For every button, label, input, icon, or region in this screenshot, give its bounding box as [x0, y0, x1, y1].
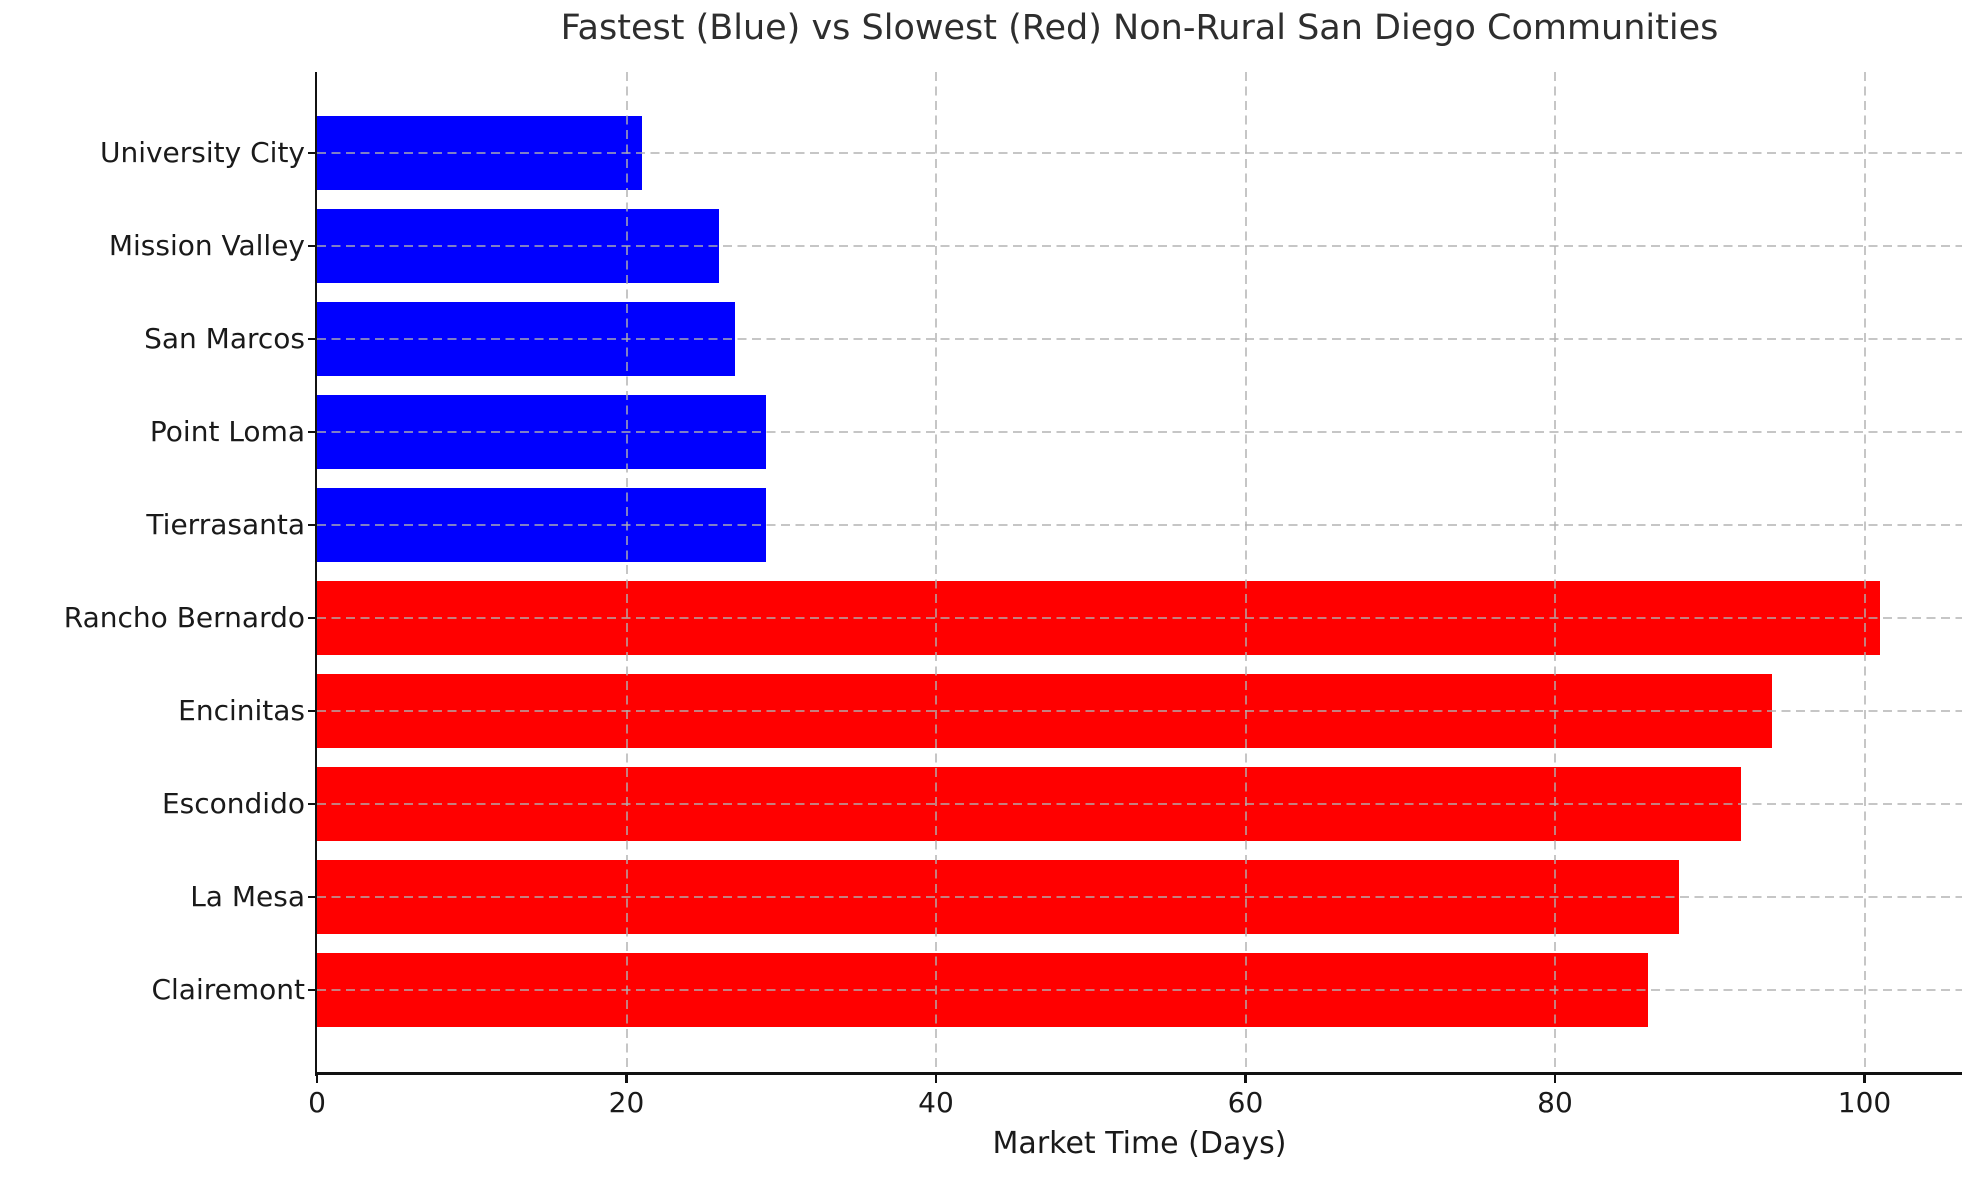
x-gridline [625, 72, 628, 1073]
y-tick-mark [308, 988, 315, 992]
x-tick-mark [1244, 1074, 1247, 1083]
y-tick-mark [308, 151, 315, 155]
x-tick-label: 60 [1227, 1086, 1264, 1119]
x-tick-mark [625, 1074, 628, 1083]
x-tick-label: 40 [918, 1086, 954, 1119]
y-tick-label: La Mesa [190, 879, 305, 913]
y-tick-mark [308, 244, 315, 248]
y-tick-mark [308, 616, 315, 620]
y-tick-mark [308, 523, 315, 527]
y-tick-label: Encinitas [178, 693, 305, 727]
y-tick-label: Mission Valley [108, 228, 305, 262]
x-tick-mark [934, 1074, 938, 1083]
x-gridline [1244, 72, 1247, 1073]
y-tick-mark [308, 802, 315, 806]
y-gridline [317, 338, 1962, 340]
y-tick-mark [308, 895, 315, 899]
x-axis-spine [314, 1071, 1962, 1075]
y-tick-label: Escondido [161, 786, 305, 820]
y-gridline [317, 617, 1962, 619]
x-tick-label: 0 [308, 1086, 326, 1119]
x-tick-label: 100 [1837, 1086, 1892, 1119]
x-axis-label: Market Time (Days) [992, 1126, 1287, 1161]
y-tick-label: San Marcos [144, 321, 305, 355]
y-gridline [317, 245, 1962, 247]
x-tick-mark [1553, 1074, 1557, 1083]
x-gridline [935, 72, 937, 1073]
y-tick-label: University City [99, 135, 305, 169]
x-tick-label: 20 [608, 1086, 645, 1119]
y-gridline [317, 896, 1962, 898]
y-tick-label: Point Loma [149, 414, 305, 448]
x-tick-mark [315, 1074, 319, 1083]
x-tick-mark [1863, 1074, 1866, 1083]
y-tick-label: Clairemont [151, 972, 305, 1006]
y-gridline [317, 431, 1962, 433]
y-tick-label: Tierrasanta [146, 507, 305, 541]
y-gridline [317, 710, 1962, 712]
y-tick-mark [308, 430, 315, 434]
y-tick-mark [308, 709, 315, 713]
y-gridline [317, 524, 1962, 526]
y-gridline [317, 803, 1962, 805]
x-tick-label: 80 [1537, 1086, 1573, 1119]
chart-title: Fastest (Blue) vs Slowest (Red) Non-Rura… [560, 8, 1719, 48]
y-tick-mark [308, 337, 315, 341]
x-gridline [1863, 72, 1866, 1073]
y-tick-label: Rancho Bernardo [63, 600, 305, 634]
y-gridline [317, 152, 1962, 154]
x-gridline [1554, 72, 1556, 1073]
y-axis-spine [314, 72, 317, 1076]
y-gridline [317, 989, 1962, 991]
